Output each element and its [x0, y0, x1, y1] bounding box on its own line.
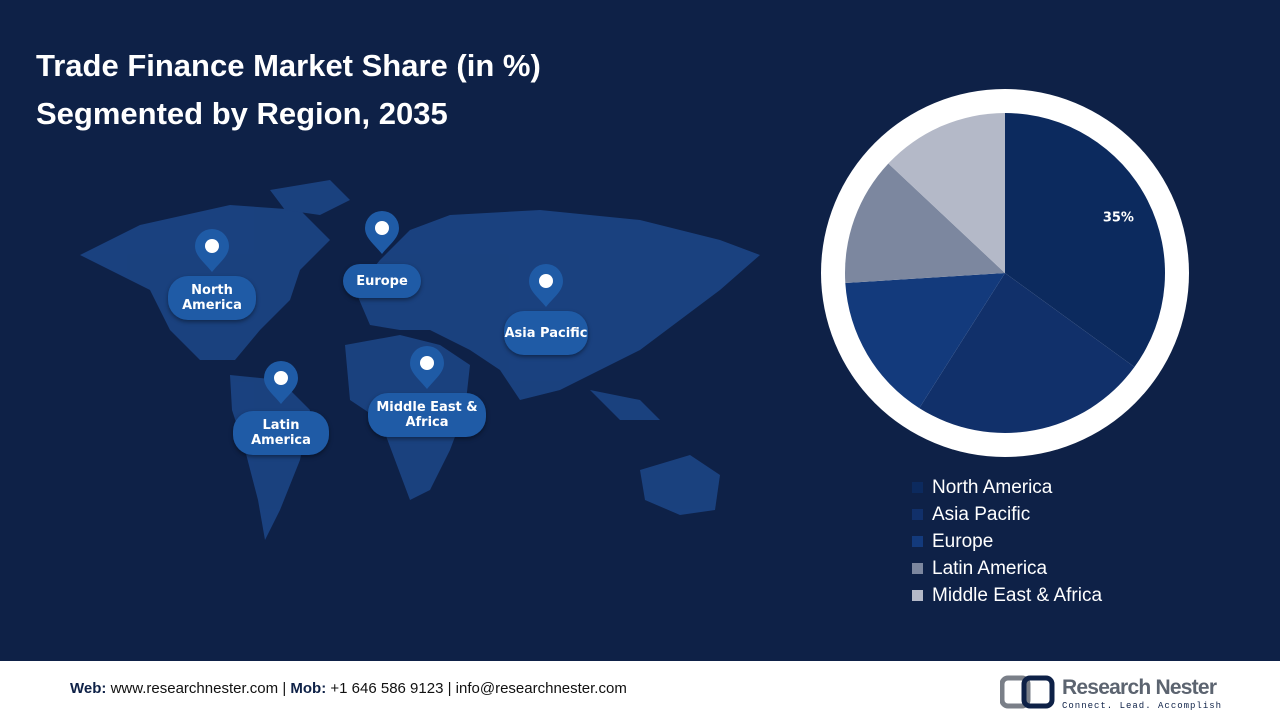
contact: Web: www.researchnester.com | Mob: +1 64…	[70, 680, 627, 697]
legend-label: Europe	[932, 530, 994, 552]
pin-dot	[420, 356, 434, 370]
pie-chart: 35%	[821, 89, 1189, 457]
footer: Web: www.researchnester.com | Mob: +1 64…	[0, 661, 1280, 720]
pie-slice	[845, 273, 1005, 409]
logo-name: Research Nester	[1062, 676, 1217, 699]
pin-dot	[205, 239, 219, 253]
map-label: Asia Pacific	[504, 311, 588, 355]
phone: +1 646 586 9123	[330, 680, 444, 697]
legend-swatch	[912, 590, 923, 601]
data-label: 35%	[1103, 210, 1134, 225]
label: Mob:	[290, 680, 327, 697]
legend-item: North America	[912, 474, 1102, 501]
pin-dot	[539, 274, 553, 288]
pin-dot	[375, 221, 389, 235]
title: Trade Finance Market Share (in %) Segmen…	[36, 42, 541, 138]
legend-item: Europe	[912, 528, 1102, 555]
legend-swatch	[912, 482, 923, 493]
email: info@researchnester.com	[455, 680, 627, 697]
title-line: Trade Finance Market Share (in %)	[36, 48, 541, 83]
legend-swatch	[912, 536, 923, 547]
pie-slice	[919, 273, 1135, 434]
logo: Research Nester Connect. Lead. Accomplis…	[1000, 675, 1222, 711]
sep: |	[447, 680, 452, 697]
legend-label: Latin America	[932, 557, 1048, 579]
map-label: Europe	[343, 264, 421, 298]
legend-label: North America	[932, 476, 1053, 498]
web: www.researchnester.com	[110, 680, 279, 697]
pie-slice	[888, 113, 1005, 273]
map-label: Latin America	[233, 411, 329, 455]
legend-swatch	[912, 563, 923, 574]
legend-label: Middle East & Africa	[932, 584, 1103, 606]
pie-slice	[845, 163, 1005, 284]
legend-item: Middle East & Africa	[912, 582, 1102, 609]
logo-tagline: Connect. Lead. Accomplish	[1062, 701, 1222, 711]
map-label: North America	[168, 276, 256, 320]
pin-dot	[274, 371, 288, 385]
legend-label: Asia Pacific	[932, 503, 1031, 525]
sep: |	[282, 680, 287, 697]
label: Web:	[70, 680, 107, 697]
title-line: Segmented by Region, 2035	[36, 96, 448, 131]
legend-swatch	[912, 509, 923, 520]
legend-item: Asia Pacific	[912, 501, 1102, 528]
pie-slice	[1005, 113, 1166, 368]
map-label: Middle East & Africa	[368, 393, 486, 437]
legend-item: Latin America	[912, 555, 1102, 582]
legend: North America Asia Pacific Europe Latin Ame…	[912, 474, 1102, 609]
